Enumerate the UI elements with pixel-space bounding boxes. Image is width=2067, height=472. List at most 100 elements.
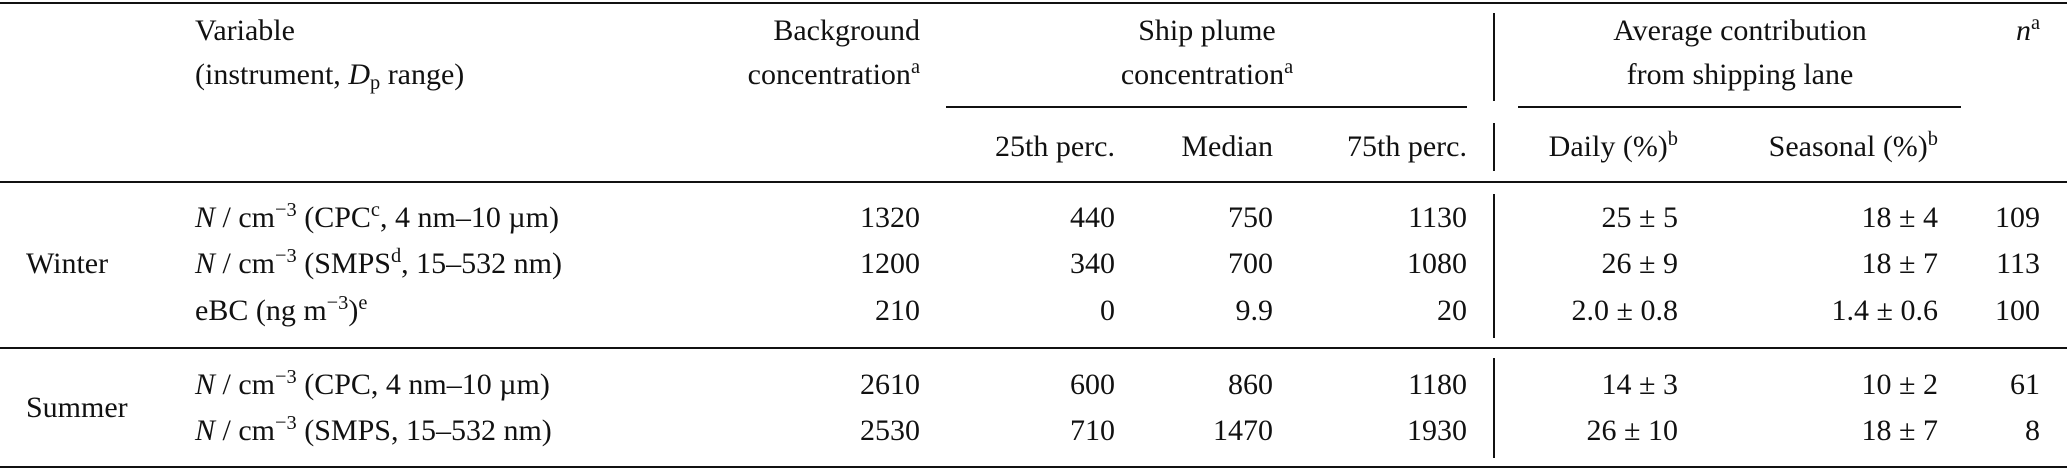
subscript: p	[369, 72, 381, 95]
superscript: −3	[326, 291, 349, 314]
cell-daily: 25 ± 5	[1601, 201, 1678, 234]
text-line: Background	[748, 9, 920, 53]
cell-background: 1320	[860, 201, 920, 234]
season-label: Summer	[26, 391, 128, 424]
cell-median: 9.9	[1235, 294, 1274, 327]
variable: N / cm−3 (SMPSd, 15–532 nm)	[195, 242, 562, 286]
text-line: (instrument, Dp range)	[195, 53, 464, 97]
text: concentration	[747, 58, 911, 91]
superscript: −3	[275, 198, 297, 221]
column-divider	[1493, 358, 1495, 458]
italic-text: D	[348, 58, 370, 91]
text: / cm	[215, 368, 276, 401]
cell-n: 113	[1996, 247, 2040, 280]
column-divider	[1493, 13, 1495, 101]
cell-p25: 710	[1070, 414, 1115, 447]
text-line: from shipping lane	[1613, 53, 1867, 97]
cell-median: 860	[1228, 368, 1273, 401]
superscript: a	[910, 55, 920, 78]
cell-p75: 1930	[1407, 414, 1467, 447]
cell-median: 750	[1228, 201, 1273, 234]
cell-n: 61	[2010, 368, 2040, 401]
text: (CPC, 4 nm–10 µm)	[296, 368, 550, 401]
superscript: a	[1284, 55, 1294, 78]
text: Variable	[195, 14, 295, 47]
text: (SMPS, 15–532 nm)	[296, 414, 552, 447]
header-daily: Daily (%)b	[1549, 125, 1678, 169]
header-seasonal: Seasonal (%)b	[1769, 125, 1938, 169]
superscript: e	[358, 291, 368, 314]
text: range)	[380, 58, 465, 91]
text-line: Variable	[195, 9, 464, 53]
cell-seasonal: 18 ± 7	[1861, 414, 1938, 447]
cell-daily: 2.0 ± 0.8	[1571, 294, 1678, 327]
group-rule	[0, 347, 2067, 349]
cell-p25: 0	[1100, 294, 1115, 327]
variable: N / cm−3 (SMPS, 15–532 nm)	[195, 409, 552, 453]
text: Ship plume	[1138, 14, 1276, 47]
text: Daily (%)	[1548, 130, 1668, 163]
text-line: Average contribution	[1613, 9, 1867, 53]
cell-background: 210	[875, 294, 920, 327]
header-p25: 25th perc.	[995, 130, 1115, 163]
variable: N / cm−3 (CPCc, 4 nm–10 µm)	[195, 196, 559, 240]
italic-text: N	[195, 201, 216, 234]
header-ship-plume: Ship plume concentrationa	[1121, 9, 1293, 97]
text: , 4 nm–10 µm)	[379, 201, 559, 234]
italic-text: N	[195, 368, 216, 401]
variable: eBC (ng m−3)e	[195, 289, 367, 333]
superscript: b	[1667, 127, 1678, 150]
cell-background: 2530	[860, 414, 920, 447]
cell-p75: 1180	[1408, 368, 1467, 401]
sub-rule	[1518, 106, 1961, 108]
variable: N / cm−3 (CPC, 4 nm–10 µm)	[195, 363, 550, 407]
cell-background: 1200	[860, 247, 920, 280]
text: (instrument,	[195, 58, 349, 91]
bottom-rule	[0, 466, 2067, 468]
superscript: −3	[275, 244, 297, 267]
text: )	[348, 294, 359, 327]
text: from shipping lane	[1626, 58, 1854, 91]
header-variable: Variable (instrument, Dp range)	[195, 9, 464, 97]
cell-seasonal: 1.4 ± 0.6	[1831, 294, 1938, 327]
text: , 15–532 nm)	[401, 247, 562, 280]
cell-p25: 440	[1070, 201, 1115, 234]
superscript: c	[370, 198, 380, 221]
text-line: Ship plume	[1121, 9, 1293, 53]
cell-seasonal: 18 ± 7	[1861, 247, 1938, 280]
superscript: a	[2030, 11, 2040, 34]
text: Average contribution	[1613, 14, 1867, 47]
cell-p75: 20	[1437, 294, 1467, 327]
cell-p25: 600	[1070, 368, 1115, 401]
cell-daily: 14 ± 3	[1601, 368, 1678, 401]
italic-text: N	[195, 247, 216, 280]
header-p75: 75th perc.	[1347, 130, 1467, 163]
text: (SMPS	[296, 247, 391, 280]
top-rule	[0, 2, 2067, 4]
italic-text: n	[2015, 14, 2031, 47]
text: concentration	[1120, 58, 1285, 91]
cell-p75: 1080	[1407, 247, 1467, 280]
italic-text: N	[195, 414, 216, 447]
text: eBC (ng m	[195, 294, 327, 327]
cell-median: 1470	[1213, 414, 1273, 447]
cell-daily: 26 ± 10	[1586, 414, 1678, 447]
cell-daily: 26 ± 9	[1601, 247, 1678, 280]
sub-rule	[946, 106, 1467, 108]
text: Seasonal (%)	[1768, 130, 1928, 163]
header-rule	[0, 181, 2067, 183]
text: (CPC	[296, 201, 371, 234]
header-median: Median	[1181, 130, 1273, 163]
cell-p75: 1130	[1408, 201, 1467, 234]
cell-p25: 340	[1070, 247, 1115, 280]
text-line: concentrationa	[1121, 53, 1293, 97]
header-n: na	[2016, 9, 2040, 53]
column-divider	[1493, 123, 1495, 171]
cell-seasonal: 10 ± 2	[1861, 368, 1938, 401]
cell-median: 700	[1228, 247, 1273, 280]
superscript: d	[390, 244, 402, 267]
text: Background	[773, 14, 920, 47]
cell-background: 2610	[860, 368, 920, 401]
header-average: Average contribution from shipping lane	[1613, 9, 1867, 97]
